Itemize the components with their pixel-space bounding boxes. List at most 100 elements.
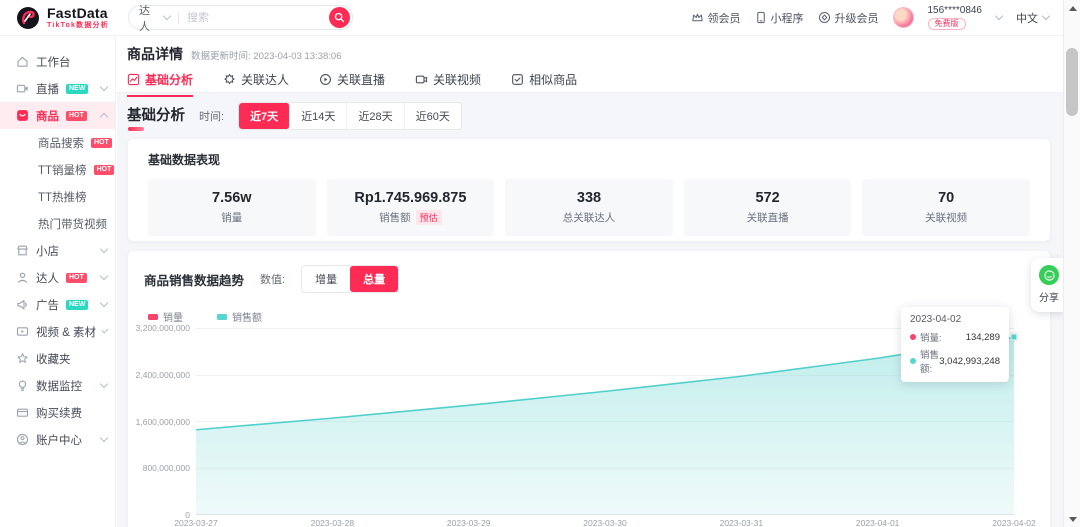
y-tick-label: 2,400,000,000 <box>135 369 190 380</box>
sidebar-item-workbench[interactable]: 工作台 <box>0 48 115 75</box>
tab-basic-analysis[interactable]: 基础分析 <box>127 71 194 97</box>
metric-label: 总关联达人 <box>562 212 616 224</box>
phone-icon <box>756 11 765 24</box>
sidebar-item-account-center[interactable]: 账户中心 <box>0 426 115 453</box>
sidebar-item-tt-trending-rank[interactable]: TT热推榜 <box>0 183 115 210</box>
tooltip-series-value: 134,289 <box>965 331 1000 343</box>
global-search: 达人 <box>128 5 353 33</box>
metric-sales-amount: Rp1.745.969.875 销售额 预估 <box>326 179 495 236</box>
sidebar-item-data-monitor[interactable]: 数据监控 <box>0 372 115 399</box>
sidebar-item-product[interactable]: 商品 HOT <box>0 102 115 129</box>
sidebar-item-shop[interactable]: 小店 <box>0 237 115 264</box>
brand-logo[interactable]: FastData TikTok数据分析 <box>16 6 118 30</box>
time-filter-label: 时间: <box>199 111 225 123</box>
range-14d-button[interactable]: 近14天 <box>290 103 348 129</box>
x-axis: 2023-03-27 2023-03-28 2023-03-29 2023-03… <box>174 518 1035 527</box>
x-tick-label: 2023-03-30 <box>583 518 627 527</box>
page-title: 商品详情 <box>127 46 183 62</box>
search-category-dropdown[interactable]: 达人 <box>139 2 172 34</box>
chevron-down-icon <box>99 271 109 281</box>
avatar[interactable] <box>892 7 914 28</box>
account-phone: 156****0846 <box>927 4 983 16</box>
chevron-down-icon <box>99 82 109 92</box>
share-widget[interactable]: 分享 <box>1031 258 1063 312</box>
metric-label: 关联直播 <box>746 212 789 224</box>
scrollbar-thumb[interactable] <box>1066 48 1078 116</box>
hot-badge: HOT <box>93 164 115 175</box>
range-60d-button[interactable]: 近60天 <box>404 103 461 129</box>
film-icon <box>16 325 29 338</box>
topbar-actions: 领会员 小程序 升级会员 156****0846 免费版 <box>691 4 1051 30</box>
tab-related-videos[interactable]: 关联视频 <box>415 71 481 97</box>
legend-swatch-teal <box>217 313 227 320</box>
tooltip-row-sales-volume: 销量: 134,289 <box>910 330 1000 344</box>
video-camera-icon <box>415 75 428 84</box>
sidebar-item-label: TT销量榜 <box>38 164 87 177</box>
legend-sales-volume[interactable]: 销量 <box>148 309 183 324</box>
fastdata-logo-icon <box>17 6 39 29</box>
search-input[interactable] <box>187 11 329 24</box>
y-axis: 3,200,000,000 2,400,000,000 1,600,000,00… <box>136 323 196 520</box>
metric-row: 7.56w 销量 Rp1.745.969.875 销售额 预估 338 总关联达… <box>148 179 1030 236</box>
storefront-icon <box>16 244 29 257</box>
brand-name: FastData <box>47 5 108 21</box>
monitor-icon <box>16 379 29 392</box>
y-tick-label: 3,200,000,000 <box>135 323 190 333</box>
sidebar-item-video-material[interactable]: 视频 & 素材 <box>0 318 115 345</box>
mini-program-link[interactable]: 小程序 <box>755 10 804 26</box>
sidebar-item-hot-videos[interactable]: 热门带货视频 <box>0 210 115 237</box>
metric-value: Rp1.745.969.875 <box>354 190 467 206</box>
user-circle-icon <box>16 433 29 446</box>
mode-increment-button[interactable]: 增量 <box>302 266 351 292</box>
card-icon <box>16 406 29 419</box>
metric-related-videos: 70 关联视频 <box>862 179 1030 236</box>
live-camera-icon <box>16 82 29 95</box>
chevron-down-icon <box>162 11 172 21</box>
sidebar-item-product-search[interactable]: 商品搜索 HOT <box>0 129 115 156</box>
hot-badge: HOT <box>91 137 112 148</box>
time-range-group: 近7天 近14天 近28天 近60天 <box>238 102 462 130</box>
range-28d-button[interactable]: 近28天 <box>347 103 405 129</box>
upgrade-link[interactable]: 升级会员 <box>818 10 879 26</box>
chevron-down-icon <box>99 379 109 389</box>
star-icon <box>16 352 29 365</box>
sidebar-item-label: 商品搜索 <box>38 137 84 150</box>
account-chevron-down-icon[interactable] <box>994 11 1004 21</box>
gridline <box>196 328 1014 329</box>
tab-related-lives[interactable]: 关联直播 <box>319 71 385 97</box>
tab-similar-products[interactable]: 相似商品 <box>511 71 577 97</box>
main-content: 商品详情 数据更新时间: 2023-04-03 13:38:06 基础分析 关联… <box>117 36 1063 527</box>
tab-related-talents[interactable]: 关联达人 <box>223 71 289 97</box>
sidebar-item-label: 达人 <box>36 272 59 285</box>
trend-plot[interactable] <box>196 328 1018 515</box>
account-block[interactable]: 156****0846 免费版 <box>927 4 983 30</box>
vertical-scrollbar[interactable] <box>1063 0 1080 527</box>
sidebar-item-tt-sales-rank[interactable]: TT销量榜 HOT <box>0 156 115 183</box>
sidebar-item-label: 收藏夹 <box>36 353 71 366</box>
sidebar-item-label: 小店 <box>36 245 59 258</box>
metric-sales-volume: 7.56w 销量 <box>148 179 316 236</box>
sidebar-item-talent[interactable]: 达人 HOT <box>0 264 115 291</box>
sidebar-item-live[interactable]: 直播 NEW <box>0 75 115 102</box>
search-button[interactable] <box>329 7 350 28</box>
scrollbar-up-button[interactable] <box>1064 1 1080 15</box>
x-tick-label: 2023-03-29 <box>446 518 491 527</box>
page-header: 商品详情 数据更新时间: 2023-04-03 13:38:06 基础分析 关联… <box>117 36 1063 97</box>
sidebar-item-favorites[interactable]: 收藏夹 <box>0 345 115 372</box>
gridline <box>196 374 1014 376</box>
x-tick-label: 2023-03-28 <box>310 518 355 527</box>
legend-sales-amount[interactable]: 销售额 <box>217 309 262 324</box>
language-selector[interactable]: 中文 <box>1016 10 1051 26</box>
vip-link[interactable]: 领会员 <box>691 10 741 26</box>
sidebar: 工作台 直播 NEW 商品 HOT 商品搜索 HOT TT销量榜 HOT <box>0 36 116 527</box>
mode-total-button[interactable]: 总量 <box>350 266 399 292</box>
scrollbar-down-button[interactable] <box>1064 512 1080 526</box>
new-badge: NEW <box>66 299 89 310</box>
sidebar-item-purchase-renew[interactable]: 购买续费 <box>0 399 115 426</box>
metric-value: 338 <box>576 190 602 206</box>
x-tick-label: 2023-04-01 <box>855 518 900 527</box>
sidebar-item-ads[interactable]: 广告 NEW <box>0 291 115 318</box>
tooltip-date: 2023-04-02 <box>910 314 962 325</box>
range-7d-button[interactable]: 近7天 <box>239 103 291 129</box>
